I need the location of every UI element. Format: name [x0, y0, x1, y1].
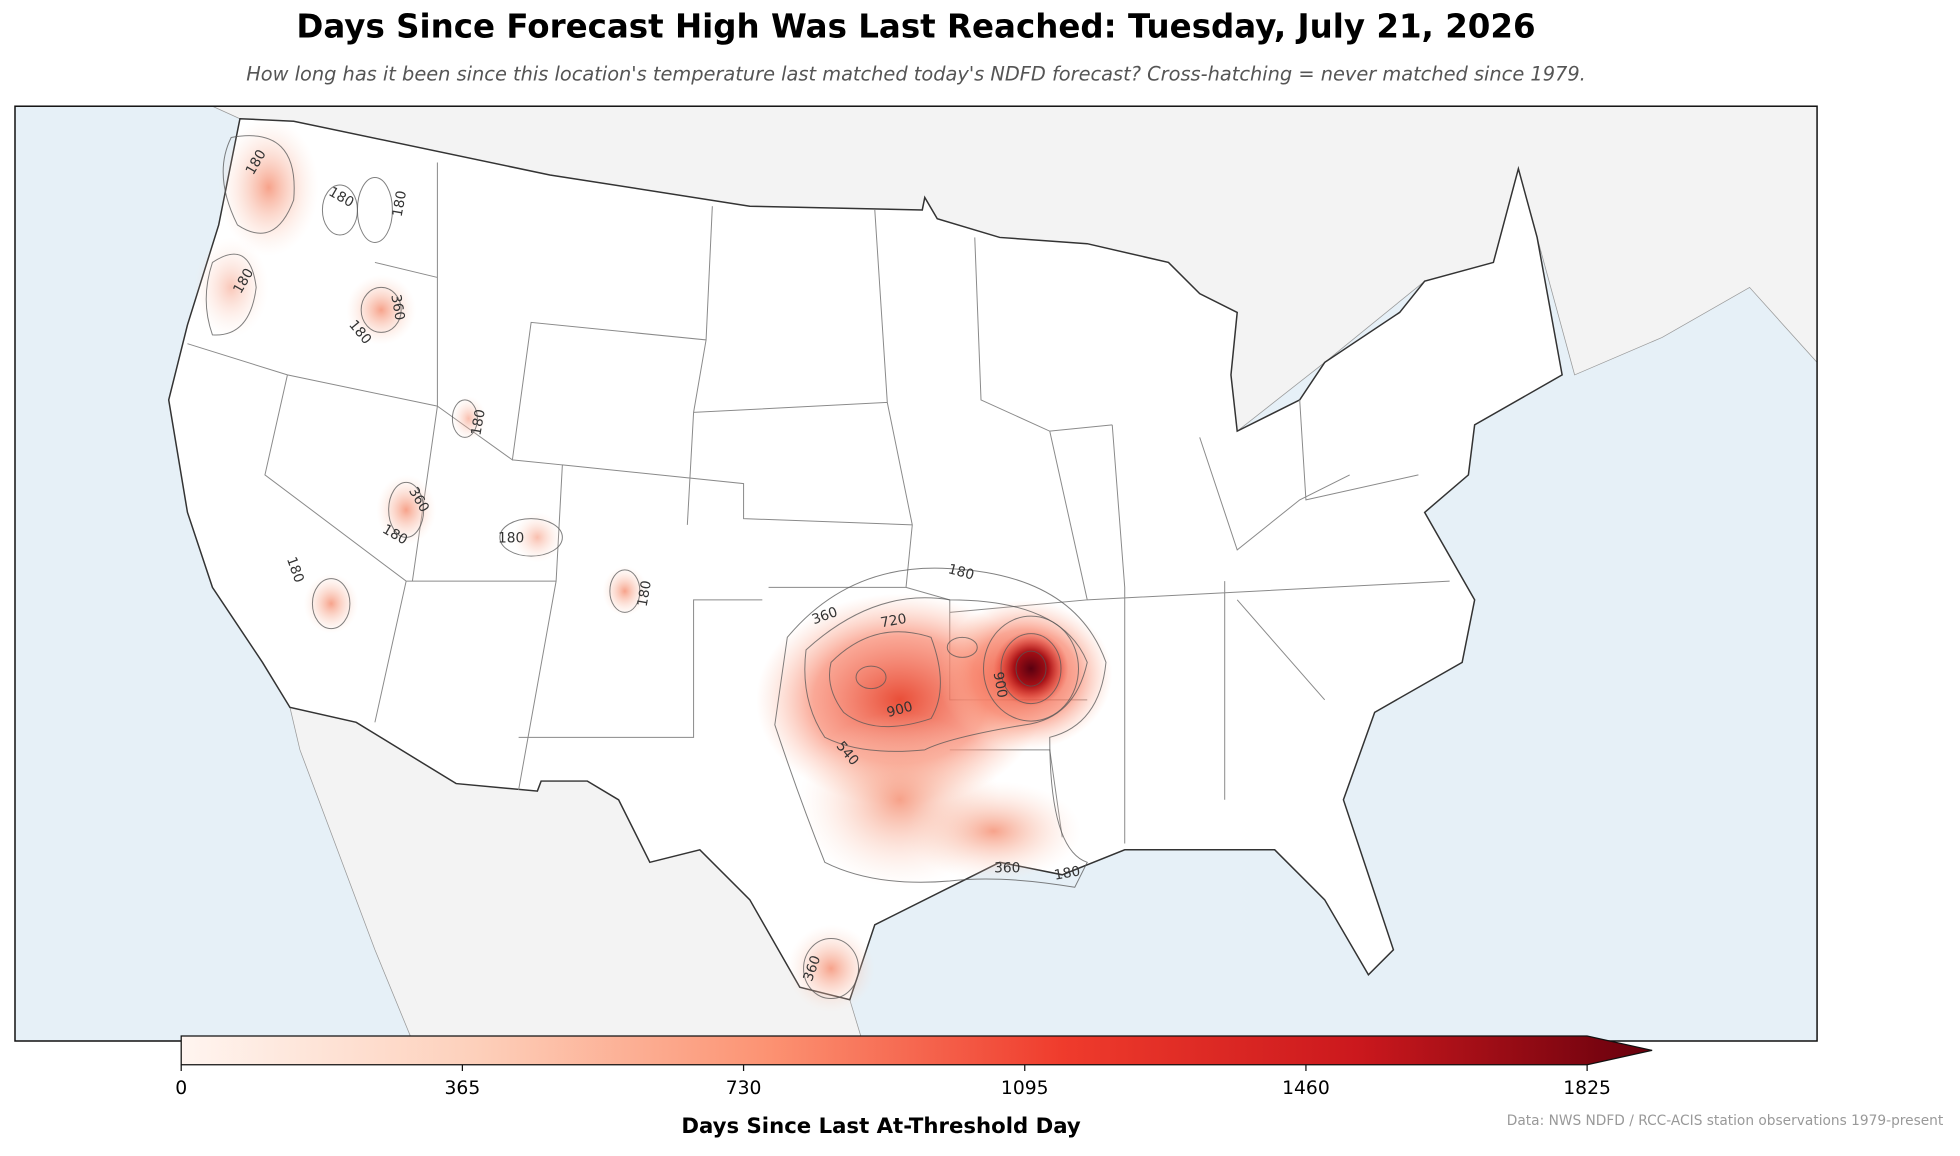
colorbar-label: Days Since Last At-Threshold Day: [681, 1114, 1081, 1139]
contour-label: 360: [994, 861, 1020, 877]
source-note: Data: NWS NDFD / RCC-ACIS station observ…: [1507, 1113, 1944, 1129]
contour-label: 360: [387, 293, 407, 322]
colorbar-tick-label: 365: [445, 1078, 481, 1099]
colorbar-tick-label: 1460: [1282, 1078, 1330, 1099]
usa: [167, 117, 1563, 1001]
contour-label: 180: [498, 531, 524, 547]
colorbar-tick-label: 0: [175, 1078, 187, 1099]
colorbar-ramp: [180, 1035, 1653, 1066]
colorbar-tick-label: 1095: [1001, 1078, 1049, 1099]
figure: Days Since Forecast High Was Last Reache…: [14, 8, 1944, 1139]
contour-label: 180: [946, 561, 975, 583]
state-lines: [187, 162, 1450, 844]
subtitle: How long has it been since this location…: [246, 62, 1586, 85]
contour-label: 900: [990, 671, 1010, 700]
contours: [205, 135, 1107, 1000]
contour-label: 900: [885, 699, 914, 721]
colorbar-tick-label: 1825: [1563, 1078, 1611, 1099]
contour-label: 180: [390, 189, 410, 218]
colorbar-tick-label: 730: [726, 1078, 762, 1099]
contour-label: 180: [1053, 863, 1082, 883]
contour-label: 720: [879, 611, 908, 631]
heat-field: [193, 118, 1113, 1013]
contour-label: 180: [635, 579, 655, 608]
contour-label: 180: [468, 408, 488, 437]
title: Days Since Forecast High Was Last Reache…: [296, 8, 1535, 46]
colorbar: Days Since Last At-Threshold Day 0 365 730…: [175, 1035, 1653, 1139]
